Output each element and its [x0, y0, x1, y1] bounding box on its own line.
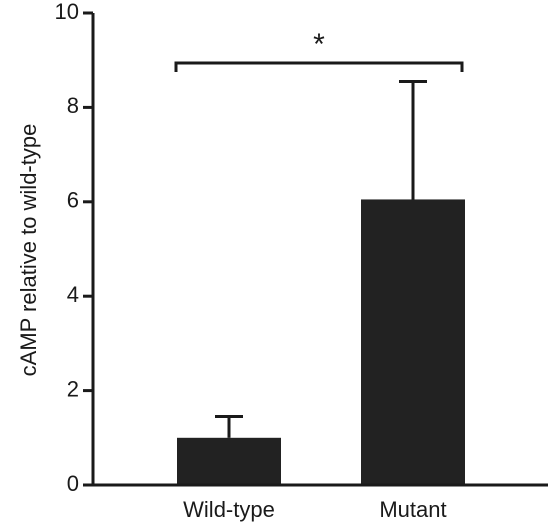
- y-tick-label: 6: [67, 188, 79, 213]
- y-tick-label: 8: [67, 93, 79, 118]
- y-axis-label: cAMP relative to wild-type: [16, 124, 41, 377]
- y-tick-label: 2: [67, 376, 79, 401]
- plot-area: Wild-type Mutant 0 2 4 6 8 10 *: [55, 0, 548, 522]
- y-tick-label: 10: [55, 0, 79, 24]
- y-tick-label: 4: [67, 282, 79, 307]
- significance-marker: *: [313, 28, 325, 61]
- x-tick-label: Wild-type: [183, 497, 275, 522]
- bar-wild-type: [177, 437, 281, 485]
- x-tick-label: Mutant: [379, 497, 446, 522]
- bar-mutant: [361, 199, 465, 485]
- significance-bracket: [174, 61, 464, 72]
- y-tick-label: 0: [67, 471, 79, 496]
